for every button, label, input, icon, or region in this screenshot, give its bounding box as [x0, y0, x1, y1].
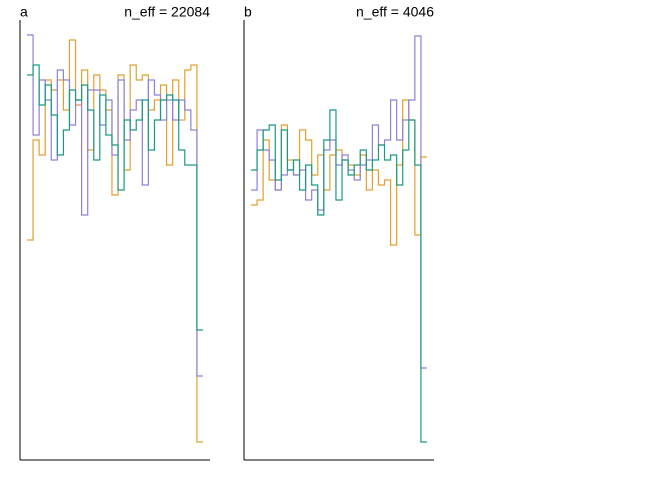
panel-title: b: [244, 4, 252, 20]
step-line: [27, 34, 203, 377]
step-line: [251, 109, 427, 443]
step-line: [27, 64, 203, 331]
step-line: [251, 35, 427, 369]
n-eff-label: n_eff = 22084: [124, 4, 210, 20]
step-line: [251, 99, 427, 246]
n-eff-label: n_eff = 4046: [356, 4, 434, 20]
panel-title: a: [20, 4, 28, 20]
